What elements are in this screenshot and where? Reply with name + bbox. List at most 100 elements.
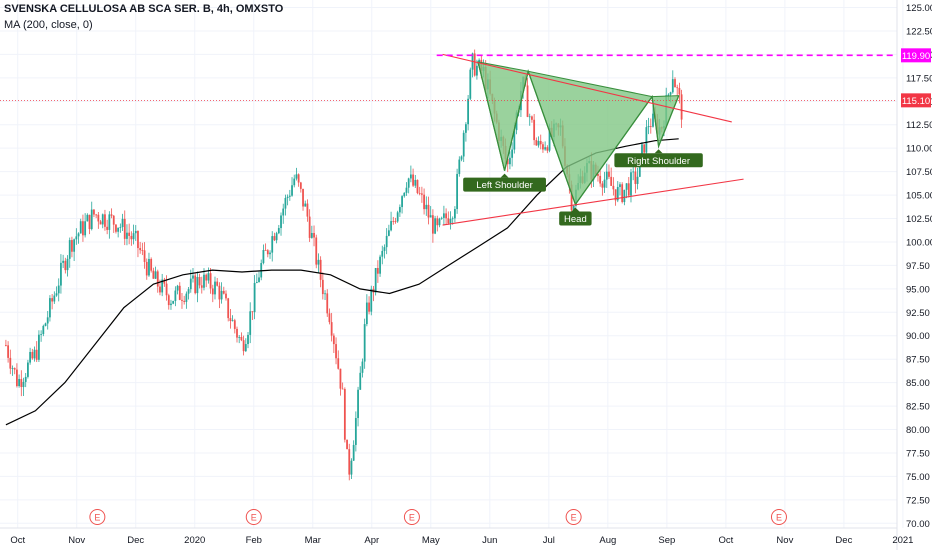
candle-body	[253, 283, 256, 313]
price-tick-label: 92.50	[906, 308, 930, 319]
candle-body	[643, 144, 646, 153]
candle-body	[363, 324, 366, 362]
candle-body	[544, 147, 547, 150]
candle-body	[187, 289, 190, 294]
candle-body	[7, 345, 10, 358]
candle-body	[280, 215, 282, 229]
candle-body	[431, 215, 434, 234]
level-price-tag: 119.90	[901, 48, 931, 63]
candle-body	[621, 184, 624, 203]
earnings-marker-circle	[245, 509, 262, 525]
trendline[interactable]	[442, 53, 732, 123]
candle-body	[77, 233, 80, 237]
earnings-marker[interactable]: E	[403, 509, 420, 525]
candle-body	[313, 232, 315, 238]
candle-body	[139, 248, 142, 251]
candle-body	[513, 130, 516, 150]
candle-body	[192, 275, 194, 279]
level-price-tag-text: 115.10	[902, 96, 930, 107]
candle-body	[454, 209, 456, 219]
candle-body	[328, 313, 331, 323]
candle-body	[62, 260, 65, 263]
earnings-marker[interactable]: E	[770, 509, 787, 525]
candle-body	[174, 290, 177, 301]
candle-body	[75, 236, 78, 240]
candle-body	[614, 189, 617, 201]
time-tick-label: 2020	[184, 535, 205, 546]
candle-body	[418, 193, 421, 194]
candle-body	[194, 275, 197, 294]
earnings-marker[interactable]: E	[565, 509, 582, 525]
candle-body	[82, 221, 84, 236]
candle-body	[438, 218, 441, 226]
candle-body	[130, 235, 133, 240]
candle-body	[295, 174, 298, 179]
candle-body	[218, 285, 221, 300]
earnings-marker[interactable]: E	[245, 509, 262, 525]
candle-body	[671, 79, 674, 93]
candle-body	[128, 232, 131, 236]
candle-body	[647, 126, 650, 128]
candle-body	[64, 260, 67, 271]
candle-body	[531, 116, 533, 120]
candle-body	[225, 293, 227, 299]
candle-body	[240, 337, 243, 341]
candle-body	[403, 192, 406, 197]
candle-body	[181, 299, 183, 301]
pattern-label-text: Right Shoulder	[627, 156, 690, 167]
candle-body	[383, 247, 386, 251]
pattern-label-pointer	[500, 173, 509, 178]
candle-body	[137, 230, 139, 249]
price-tick-label: 125.00	[906, 3, 932, 14]
price-tick-label: 95.00	[906, 284, 930, 295]
candle-body	[42, 325, 45, 335]
candle-body	[456, 173, 459, 210]
time-tick-label: Mar	[305, 535, 321, 546]
time-tick-label: 2021	[892, 535, 913, 546]
candle-body	[209, 273, 212, 289]
candle-body	[211, 288, 214, 295]
candle-body	[374, 267, 377, 293]
candle-body	[123, 218, 126, 239]
candle-body	[51, 298, 54, 302]
candle-body	[49, 298, 51, 318]
candle-body	[55, 293, 58, 296]
candle-body	[71, 240, 73, 252]
candle-body	[636, 176, 639, 184]
candle-body	[429, 215, 432, 218]
earnings-marker-label: E	[94, 513, 100, 523]
candle-body	[379, 256, 381, 274]
candle-body	[68, 240, 71, 259]
price-tick-label: 112.50	[906, 120, 932, 131]
candle-body	[680, 94, 683, 120]
trendline[interactable]	[442, 178, 744, 226]
candle-body	[352, 444, 355, 461]
candle-body	[634, 171, 637, 184]
time-tick-label: Sep	[658, 535, 675, 546]
candle-body	[645, 127, 648, 153]
candle-body	[343, 389, 346, 440]
candle-body	[548, 127, 551, 151]
candle-body	[297, 174, 300, 183]
candle-body	[509, 157, 511, 165]
candle-body	[348, 449, 351, 475]
candle-body	[148, 258, 150, 276]
candle-body	[649, 126, 652, 127]
candle-body	[200, 285, 203, 288]
pattern-overlay: Left Shoulder Head Right Shoulder	[463, 61, 703, 226]
candle-body	[238, 337, 241, 338]
level-price-tag: 115.10	[901, 93, 931, 108]
candle-body	[266, 250, 269, 255]
candle-body	[161, 279, 164, 293]
candle-body	[141, 250, 144, 251]
candle-body	[183, 300, 186, 302]
earnings-marker[interactable]: E	[89, 509, 106, 525]
candle-body	[458, 159, 461, 174]
candle-body	[163, 279, 166, 284]
candle-body	[176, 285, 179, 291]
candle-body	[277, 228, 280, 234]
candle-body	[526, 85, 529, 117]
candle-body	[178, 285, 181, 300]
